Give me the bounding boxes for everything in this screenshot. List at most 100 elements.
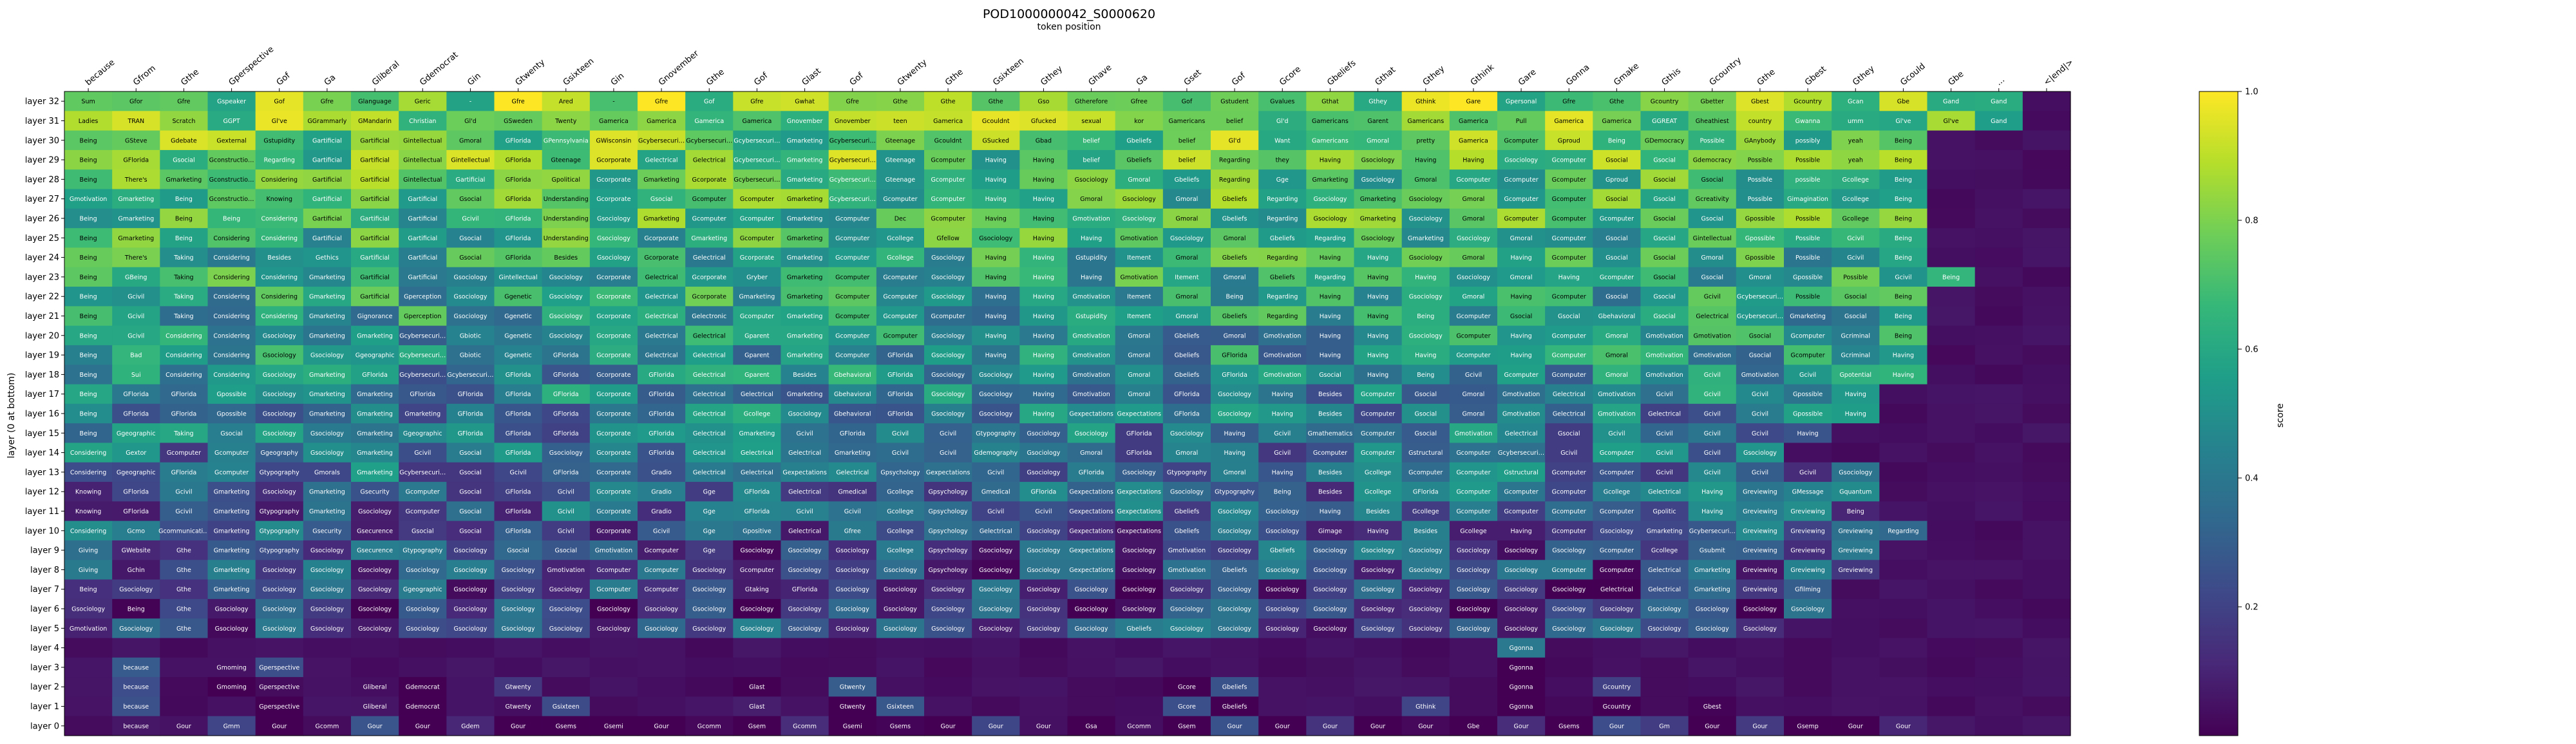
heatmap-cell [2022,169,2071,190]
cell-label: Gcomputer [883,313,917,320]
heatmap-cell [64,287,113,307]
heatmap-cell [1640,696,1689,717]
token-label: Gthe [705,67,726,88]
cell-label: Gsocial [459,450,481,457]
cell-label: Gmotivation [1455,430,1492,437]
heatmap-cell [1784,579,1832,600]
cell-label: Gcivil [940,430,956,437]
heatmap-cell [1879,111,1928,131]
cell-label: GFlorida [506,235,531,242]
cell-label: Gmoral [1224,469,1246,476]
colorbar-tick-label: 0.2 [2245,603,2259,613]
cell-label: Gbehavioral [834,391,871,398]
heatmap-cell [972,423,1020,444]
cell-label: Gcomputer [596,567,630,574]
heatmap-cell [1593,149,1642,170]
heatmap-cell [1832,111,1880,131]
heatmap-cell [876,189,925,209]
heatmap-cell [207,169,256,190]
cell-label: Besides [1318,411,1342,418]
heatmap-cell [1354,618,1403,639]
token-label: Gof [1230,71,1247,88]
heatmap-cell [1115,657,1164,678]
heatmap-cell [1593,169,1642,190]
cell-label: Gcivil [175,489,192,496]
heatmap-cell [1688,365,1737,385]
cell-label: Gartificial [360,137,390,144]
heatmap-cell [2022,325,2071,346]
heatmap-cell [303,540,352,560]
heatmap-cell [112,149,160,170]
heatmap-cell [1497,384,1546,405]
heatmap-cell [589,403,638,424]
token-label: Gcould [1899,61,1927,88]
heatmap-cell [1545,598,1593,619]
cell-label: Gcybersecuri… [1689,528,1736,535]
cell-label: Gelectrical [1648,489,1681,496]
heatmap-cell [1784,560,1832,580]
heatmap-cell [399,111,447,131]
cell-label: Gsociology [931,391,965,398]
cell-label: Gbeliefs [1270,548,1295,555]
heatmap-cell [876,403,925,424]
heatmap-cell [542,677,591,697]
cell-label: Gexpectations [926,469,971,476]
heatmap-cell [160,189,209,209]
heatmap-cell [1306,462,1355,482]
cell-label: Gmoral [1224,235,1246,242]
cell-label: Gmoral [1701,254,1723,262]
heatmap-cell [1067,462,1116,482]
cell-label: GFlorida [506,450,531,457]
heatmap-cell [924,618,972,639]
heatmap-cell [112,130,160,151]
cell-label: Gcomputer [740,196,774,203]
cell-label: Having [1367,332,1388,339]
cell-label: Gcivil [462,215,478,222]
cell-label: Gpossible [1745,215,1775,222]
heatmap-cell [1258,208,1307,229]
cell-label: belief [1179,137,1196,144]
cell-label: Having [1367,352,1388,359]
cell-label: GAnybody [1744,137,1776,144]
heatmap-cell [1832,208,1880,229]
heatmap-cell [351,462,399,482]
cell-label: Gour [1036,723,1051,730]
cell-label: TRAN [127,118,144,125]
heatmap-cell [2022,482,2071,502]
heatmap-cell [1019,403,1068,424]
heatmap-cell [303,657,352,678]
heatmap-cell [972,598,1020,619]
cell-label: Gcomputer [1790,332,1824,339]
heatmap-cell [494,657,543,678]
heatmap-cell [1832,267,1880,287]
cell-label: Gcomputer [1504,508,1538,515]
cell-label: because [123,684,149,691]
cell-label: Gsociology [1409,606,1443,613]
cell-label: Gour [272,723,287,730]
cell-label: umm [1848,118,1864,125]
heatmap-cell [1545,560,1593,580]
heatmap-cell [924,247,972,268]
heatmap-cell [112,638,160,658]
cell-label: Gmm [223,723,240,730]
cell-label: Gmoral [1128,352,1150,359]
heatmap-cell [1449,169,1498,190]
heatmap-cell [733,345,782,365]
heatmap-cell [112,345,160,365]
cell-label: Being [1895,215,1912,222]
cell-label: Gcivil [1656,450,1673,457]
heatmap-cell [1354,149,1403,170]
cell-label: belief [1226,118,1244,125]
cell-label: Gsociology [1122,196,1156,203]
heatmap-cell [1115,696,1164,717]
cell-label: Gcomputer [1504,176,1538,184]
layer-label: layer 27 [25,195,59,204]
cell-label: Regarding [1267,254,1298,262]
heatmap-cell [2022,443,2071,463]
heatmap-cell [2022,130,2071,151]
heatmap-cell [1306,228,1355,249]
heatmap-cell [1879,443,1928,463]
heatmap-cell [781,228,829,249]
cell-label: Gsocial [555,548,577,555]
cell-label: Gproud [1605,176,1628,184]
